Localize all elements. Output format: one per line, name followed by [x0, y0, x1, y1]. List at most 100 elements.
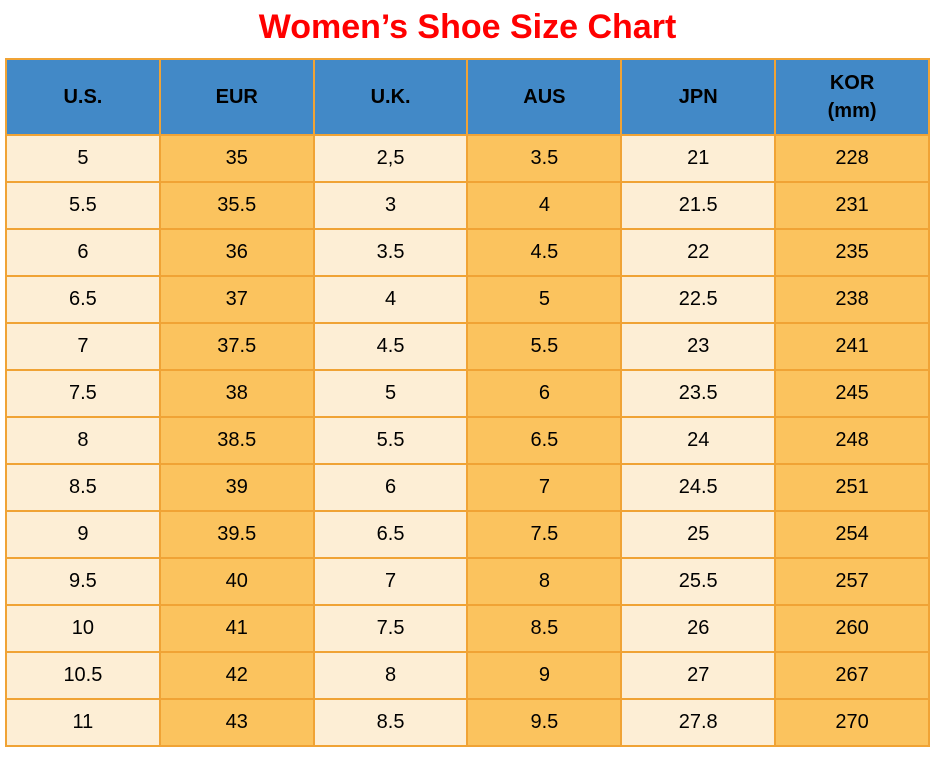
table-cell: 241 [774, 322, 930, 371]
table-header: U.S. EUR U.K. AUS JPN KOR (mm) [5, 58, 930, 136]
table-cell: 35 [158, 134, 315, 183]
table-cell: 27.8 [620, 698, 777, 747]
table-cell: 8 [312, 651, 469, 700]
table-cell: 27 [620, 651, 777, 700]
table-cell: 238 [774, 275, 930, 324]
table-cell: 228 [774, 134, 930, 183]
table-cell: 231 [774, 181, 930, 230]
table-cell: 257 [774, 557, 930, 606]
table-cell: 8.5 [5, 463, 161, 512]
table-cell: 6.5 [5, 275, 161, 324]
table-cell: 5 [5, 134, 161, 183]
table-cell: 5 [466, 275, 623, 324]
table-cell: 37.5 [158, 322, 315, 371]
table-cell: 6.5 [312, 510, 469, 559]
table-cell: 38.5 [158, 416, 315, 465]
table-cell: 4.5 [312, 322, 469, 371]
table-cell: 3 [312, 181, 469, 230]
table-cell: 8 [466, 557, 623, 606]
table-cell: 9 [466, 651, 623, 700]
table-cell: 8.5 [312, 698, 469, 747]
table-cell: 4 [466, 181, 623, 230]
table-cell: 24.5 [620, 463, 777, 512]
table-cell: 11 [5, 698, 161, 747]
table-row: 10 41 7.5 8.5 26 260 [5, 604, 930, 653]
table-cell: 24 [620, 416, 777, 465]
table-cell: 41 [158, 604, 315, 653]
table-cell: 5.5 [5, 181, 161, 230]
table-cell: 21.5 [620, 181, 777, 230]
table-row: 6 36 3.5 4.5 22 235 [5, 228, 930, 277]
table-cell: 35.5 [158, 181, 315, 230]
page-title: Women’s Shoe Size Chart [258, 8, 677, 46]
table-cell: 25 [620, 510, 777, 559]
table-row: 9.5 40 7 8 25.5 257 [5, 557, 930, 606]
table-cell: 4 [312, 275, 469, 324]
table-cell: 42 [158, 651, 315, 700]
table-cell: 267 [774, 651, 930, 700]
shoe-size-table: U.S. EUR U.K. AUS JPN KOR (mm) 5 35 2,5 3.5 21 228 5… [5, 58, 930, 747]
table-row: 9 39.5 6.5 7.5 25 254 [5, 510, 930, 559]
table-cell: 245 [774, 369, 930, 418]
table-cell: 39.5 [158, 510, 315, 559]
table-body: 5 35 2,5 3.5 21 228 5.5 35.5 3 4 21.5 231 6 36 3.5 4.5 2… [5, 134, 930, 747]
table-cell: 8 [5, 416, 161, 465]
table-cell: 248 [774, 416, 930, 465]
column-header-jpn: JPN [620, 58, 777, 136]
table-row: 7 37.5 4.5 5.5 23 241 [5, 322, 930, 371]
table-cell: 235 [774, 228, 930, 277]
table-cell: 6 [5, 228, 161, 277]
table-row: 5 35 2,5 3.5 21 228 [5, 134, 930, 183]
table-cell: 36 [158, 228, 315, 277]
table-row: 7.5 38 5 6 23.5 245 [5, 369, 930, 418]
table-cell: 22.5 [620, 275, 777, 324]
column-header-uk: U.K. [312, 58, 469, 136]
table-cell: 9 [5, 510, 161, 559]
table-row: 5.5 35.5 3 4 21.5 231 [5, 181, 930, 230]
table-cell: 251 [774, 463, 930, 512]
table-cell: 8.5 [466, 604, 623, 653]
table-cell: 43 [158, 698, 315, 747]
table-cell: 7.5 [312, 604, 469, 653]
table-header-row: U.S. EUR U.K. AUS JPN KOR (mm) [5, 58, 930, 136]
table-cell: 4.5 [466, 228, 623, 277]
table-cell: 40 [158, 557, 315, 606]
table-cell: 7.5 [466, 510, 623, 559]
table-row: 11 43 8.5 9.5 27.8 270 [5, 698, 930, 747]
column-header-subline: (mm) [827, 100, 877, 122]
table-cell: 270 [774, 698, 930, 747]
table-cell: 6 [312, 463, 469, 512]
table-cell: 10 [5, 604, 161, 653]
table-cell: 5.5 [466, 322, 623, 371]
table-row: 10.5 42 8 9 27 267 [5, 651, 930, 700]
column-header-kor: KOR (mm) [774, 58, 930, 136]
table-cell: 5.5 [312, 416, 469, 465]
table-cell: 7 [466, 463, 623, 512]
table-cell: 5 [312, 369, 469, 418]
table-cell: 6.5 [466, 416, 623, 465]
table-cell: 7 [312, 557, 469, 606]
table-cell: 26 [620, 604, 777, 653]
column-header-us: U.S. [5, 58, 161, 136]
table-cell: 7.5 [5, 369, 161, 418]
table-cell: 21 [620, 134, 777, 183]
column-header-eur: EUR [158, 58, 315, 136]
column-header-aus: AUS [466, 58, 623, 136]
table-cell: 2,5 [312, 134, 469, 183]
table-cell: 10.5 [5, 651, 161, 700]
table-cell: 39 [158, 463, 315, 512]
table-cell: 22 [620, 228, 777, 277]
table-cell: 38 [158, 369, 315, 418]
table-cell: 260 [774, 604, 930, 653]
table-cell: 9.5 [466, 698, 623, 747]
table-cell: 6 [466, 369, 623, 418]
table-cell: 3.5 [312, 228, 469, 277]
table-row: 6.5 37 4 5 22.5 238 [5, 275, 930, 324]
table-cell: 23 [620, 322, 777, 371]
table-row: 8 38.5 5.5 6.5 24 248 [5, 416, 930, 465]
table-cell: 37 [158, 275, 315, 324]
table-cell: 254 [774, 510, 930, 559]
table-cell: 23.5 [620, 369, 777, 418]
table-cell: 7 [5, 322, 161, 371]
